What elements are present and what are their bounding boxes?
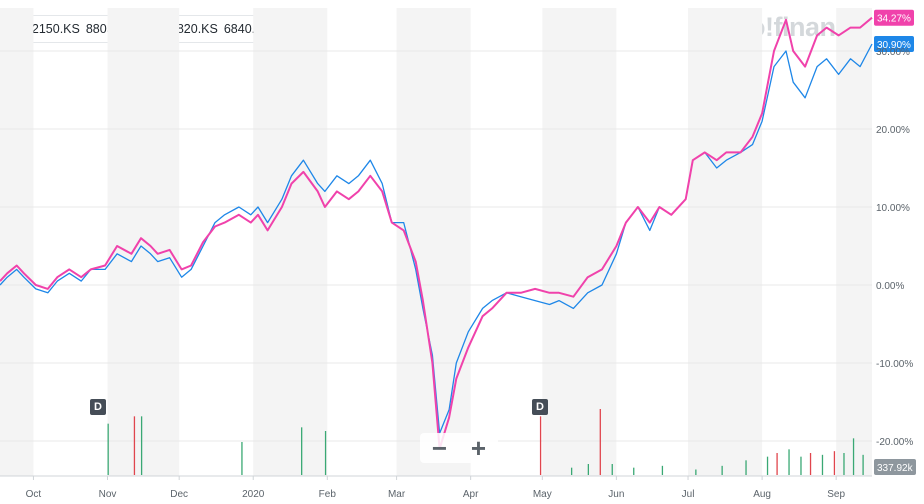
volume-bar	[611, 464, 613, 475]
x-tick-label: Feb	[319, 489, 337, 500]
volume-bar	[721, 465, 723, 475]
zoom-controls: − +	[420, 433, 498, 463]
month-bands	[0, 8, 924, 476]
x-tick-label: Dec	[170, 489, 188, 500]
axis-background	[872, 8, 924, 476]
volume-tag-bg	[874, 459, 916, 475]
volume-bar	[809, 453, 812, 475]
end-value-tag: 34.27%	[877, 14, 911, 25]
volume-bar	[570, 467, 573, 475]
volume-bar	[776, 453, 778, 475]
volume-bar	[821, 454, 824, 475]
volume-bars: 337.92k	[107, 409, 916, 475]
volume-bar	[301, 427, 303, 475]
volume-bar	[107, 423, 109, 475]
dividend-badge[interactable]: D	[531, 399, 548, 415]
dividend-badge[interactable]: D	[89, 399, 106, 415]
end-value-tag-bg	[874, 9, 914, 26]
volume-bar	[539, 416, 542, 475]
y-tick-label: 30.00%	[876, 47, 910, 58]
y-axis: 30.00% 20.00% 10.00% 0.00% -10.00% -20.00%	[876, 47, 913, 448]
volume-bar	[852, 438, 855, 475]
end-value-tag-bg	[874, 35, 914, 52]
month-band	[253, 8, 328, 476]
volume-tag-label: 337.92k	[877, 463, 914, 474]
month-band	[542, 8, 617, 476]
x-tick-label: Mar	[388, 489, 406, 500]
zoom-in-button[interactable]: +	[470, 432, 487, 463]
volume-bar	[324, 431, 327, 475]
volume-bar	[862, 454, 864, 475]
volume-bar	[140, 416, 143, 475]
end-value-tag: 30.90%	[877, 40, 911, 51]
volume-bar	[833, 451, 836, 475]
volume-bar	[599, 409, 601, 475]
x-tick-label: Apr	[463, 489, 479, 500]
month-band	[836, 8, 872, 476]
x-tick-label: Nov	[99, 489, 117, 500]
x-tick-label: May	[533, 489, 552, 500]
x-tick-label: Oct	[26, 489, 42, 500]
volume-bar	[633, 467, 635, 475]
series-line-292150.KS	[0, 43, 873, 434]
series-line-228820.KS	[0, 16, 873, 450]
volume-bar	[766, 456, 769, 475]
volume-bar	[788, 449, 790, 475]
month-band	[0, 8, 34, 476]
y-tick-label: 0.00%	[876, 281, 904, 292]
x-tick-label: Sep	[827, 489, 845, 500]
grid-lines	[0, 50, 872, 477]
y-tick-label: 20.00%	[876, 125, 910, 136]
volume-bar	[587, 464, 590, 475]
x-axis: Oct Nov Dec 2020 Feb Mar Apr May Jun Jul Aug Sep	[26, 476, 845, 500]
volume-bar	[661, 465, 664, 475]
legend-symbol: 292150.KS	[18, 22, 80, 36]
y-tick-label: -10.00%	[876, 359, 913, 370]
zoom-out-button[interactable]: −	[431, 432, 448, 463]
volume-bar	[800, 456, 802, 475]
x-tick-label: Jun	[608, 489, 624, 500]
volume-bar	[843, 453, 845, 475]
month-band	[688, 8, 763, 476]
series-lines: 30.90% 34.27%	[0, 9, 914, 450]
x-tick-label: Aug	[753, 489, 771, 500]
y-tick-label: -20.00%	[876, 437, 913, 448]
volume-bar	[695, 469, 697, 475]
x-tick-label: Jul	[682, 489, 695, 500]
volume-bar	[133, 416, 136, 475]
volume-bar	[745, 460, 747, 475]
x-tick-label: 2020	[242, 489, 265, 500]
month-band	[107, 8, 180, 476]
volume-bar	[241, 442, 243, 475]
y-tick-label: 10.00%	[876, 203, 910, 214]
